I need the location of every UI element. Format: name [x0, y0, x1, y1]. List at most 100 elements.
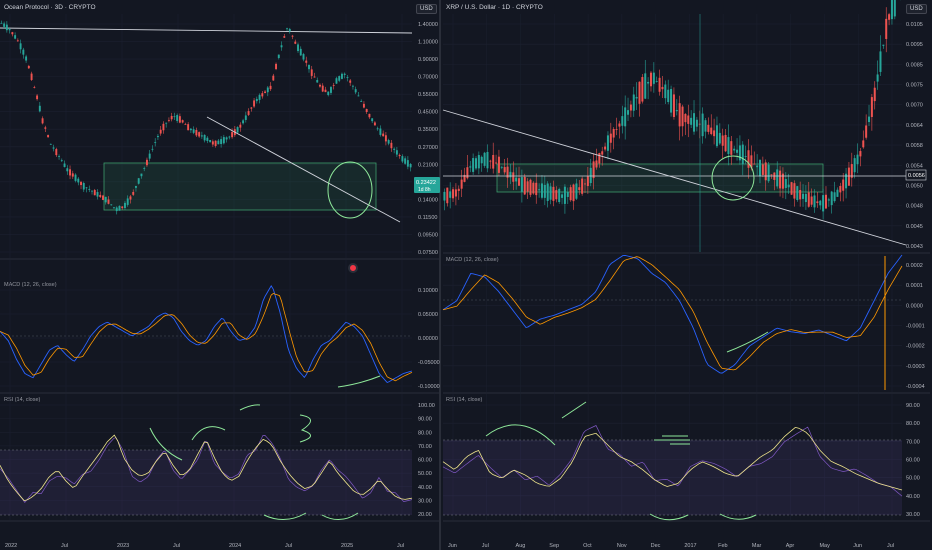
rsi-axis-tick: 60.00: [418, 458, 432, 464]
candle-body: [526, 181, 529, 192]
time-axis-tick: Oct: [583, 543, 592, 549]
rsi-annotation-4: [649, 513, 689, 521]
candle-body: [733, 148, 736, 151]
candle-body: [807, 192, 810, 207]
candle-body: [776, 169, 779, 187]
time-axis-tick: Jul: [397, 543, 404, 549]
candle-body: [332, 85, 335, 86]
candle-body: [621, 116, 624, 126]
macd-axis-tick: -0.0003: [906, 364, 925, 370]
candle-body: [121, 206, 124, 209]
candle-body: [572, 184, 575, 202]
candle-body: [253, 100, 256, 107]
candle-body: [137, 178, 140, 184]
candle-body: [269, 85, 272, 90]
candle-body: [721, 135, 724, 146]
candle-body: [583, 183, 587, 185]
price-axis-tick: 0.0085: [906, 62, 923, 68]
candle-body: [724, 134, 727, 152]
candle-body: [225, 137, 228, 140]
candle-body: [882, 44, 885, 46]
candle-body: [790, 182, 793, 195]
candle-body: [351, 85, 354, 87]
ocean-currency-badge[interactable]: USD: [416, 4, 437, 14]
ocean-rsi-label[interactable]: RSI (14, close): [4, 397, 41, 403]
candle-body: [382, 133, 385, 137]
candle-body: [36, 95, 39, 100]
price-axis-tick: 0.0070: [906, 103, 923, 109]
candle-body: [294, 41, 297, 44]
macd-axis-tick: 0.10000: [418, 288, 438, 294]
candle-body: [466, 167, 469, 179]
resistance-line: [0, 27, 413, 34]
candle-body: [609, 133, 612, 143]
macd-axis-tick: 0.0000: [906, 303, 923, 309]
candle-body: [443, 191, 446, 201]
ocean-macd-label[interactable]: MACD (12, 26, close): [4, 282, 57, 288]
candle-body: [362, 103, 365, 108]
candle-body: [578, 187, 581, 191]
candle-body: [91, 190, 93, 192]
rsi-axis-tick: 50.00: [906, 476, 920, 482]
candle-body: [115, 207, 118, 212]
candle-body: [589, 167, 592, 184]
xrp-macd-label[interactable]: MACD (12, 26, close): [446, 257, 499, 263]
candle-body: [543, 184, 546, 198]
candle-body: [802, 193, 805, 199]
candle-body: [258, 94, 261, 100]
rsi-line: [0, 435, 413, 503]
candle-body: [220, 139, 223, 144]
candle-body: [214, 140, 217, 146]
rsi-axis-tick: 20.00: [418, 512, 432, 518]
xrp-currency-badge[interactable]: USD: [906, 4, 927, 14]
candle-body: [305, 60, 308, 63]
candle-body: [181, 120, 184, 123]
candle-body: [242, 120, 245, 124]
candle-body: [839, 186, 842, 193]
candle-body: [404, 158, 407, 164]
candle-body: [52, 147, 55, 149]
ocean-chart-title[interactable]: Ocean Protocol · 3D · CRYPTO: [4, 4, 96, 11]
candle-body: [770, 174, 773, 176]
candle-body: [129, 196, 132, 200]
candle-body: [853, 158, 856, 173]
candle-body: [134, 186, 137, 188]
candle-body: [277, 54, 280, 58]
candle-body: [486, 151, 489, 169]
candle-body: [495, 162, 498, 164]
macd-axis-tick: -0.05000: [418, 360, 440, 366]
rsi-axis-tick: 40.00: [418, 485, 432, 491]
candle-body: [118, 205, 121, 211]
candle-body: [535, 182, 538, 196]
rsi-axis-tick: 70.00: [418, 444, 432, 450]
candle-body: [715, 125, 718, 147]
candle-body: [222, 137, 225, 144]
xrp-chart-title[interactable]: XRP / U.S. Dollar · 1D · CRYPTO: [446, 4, 543, 11]
highlight-circle: [327, 161, 373, 219]
price-axis-tick: 0.35000: [418, 127, 438, 133]
candle-body: [670, 89, 673, 113]
candle-body: [592, 161, 595, 179]
replay-cursor-icon[interactable]: [348, 263, 358, 273]
candle-body: [58, 156, 61, 157]
candle-body: [217, 140, 220, 145]
time-axis-tick: Jul: [173, 543, 180, 549]
macd-signal-line: [0, 293, 413, 382]
candle-body: [288, 28, 291, 32]
candle-body: [644, 73, 647, 99]
xrp-rsi-label[interactable]: RSI (14, close): [446, 397, 483, 403]
candle-body: [512, 172, 515, 182]
candle-body: [63, 163, 66, 167]
candle-body: [398, 154, 401, 157]
candle-body: [727, 137, 730, 155]
time-axis-tick: Feb: [718, 543, 727, 549]
candle-body: [575, 183, 578, 199]
candle-body: [612, 129, 615, 138]
candle-body: [695, 119, 698, 127]
candle-body: [93, 190, 96, 196]
current-price-label: 0.23422: [416, 180, 436, 186]
candle-body: [3, 23, 6, 27]
rsi-annotation-5: [263, 512, 307, 520]
candle-body: [244, 115, 247, 120]
